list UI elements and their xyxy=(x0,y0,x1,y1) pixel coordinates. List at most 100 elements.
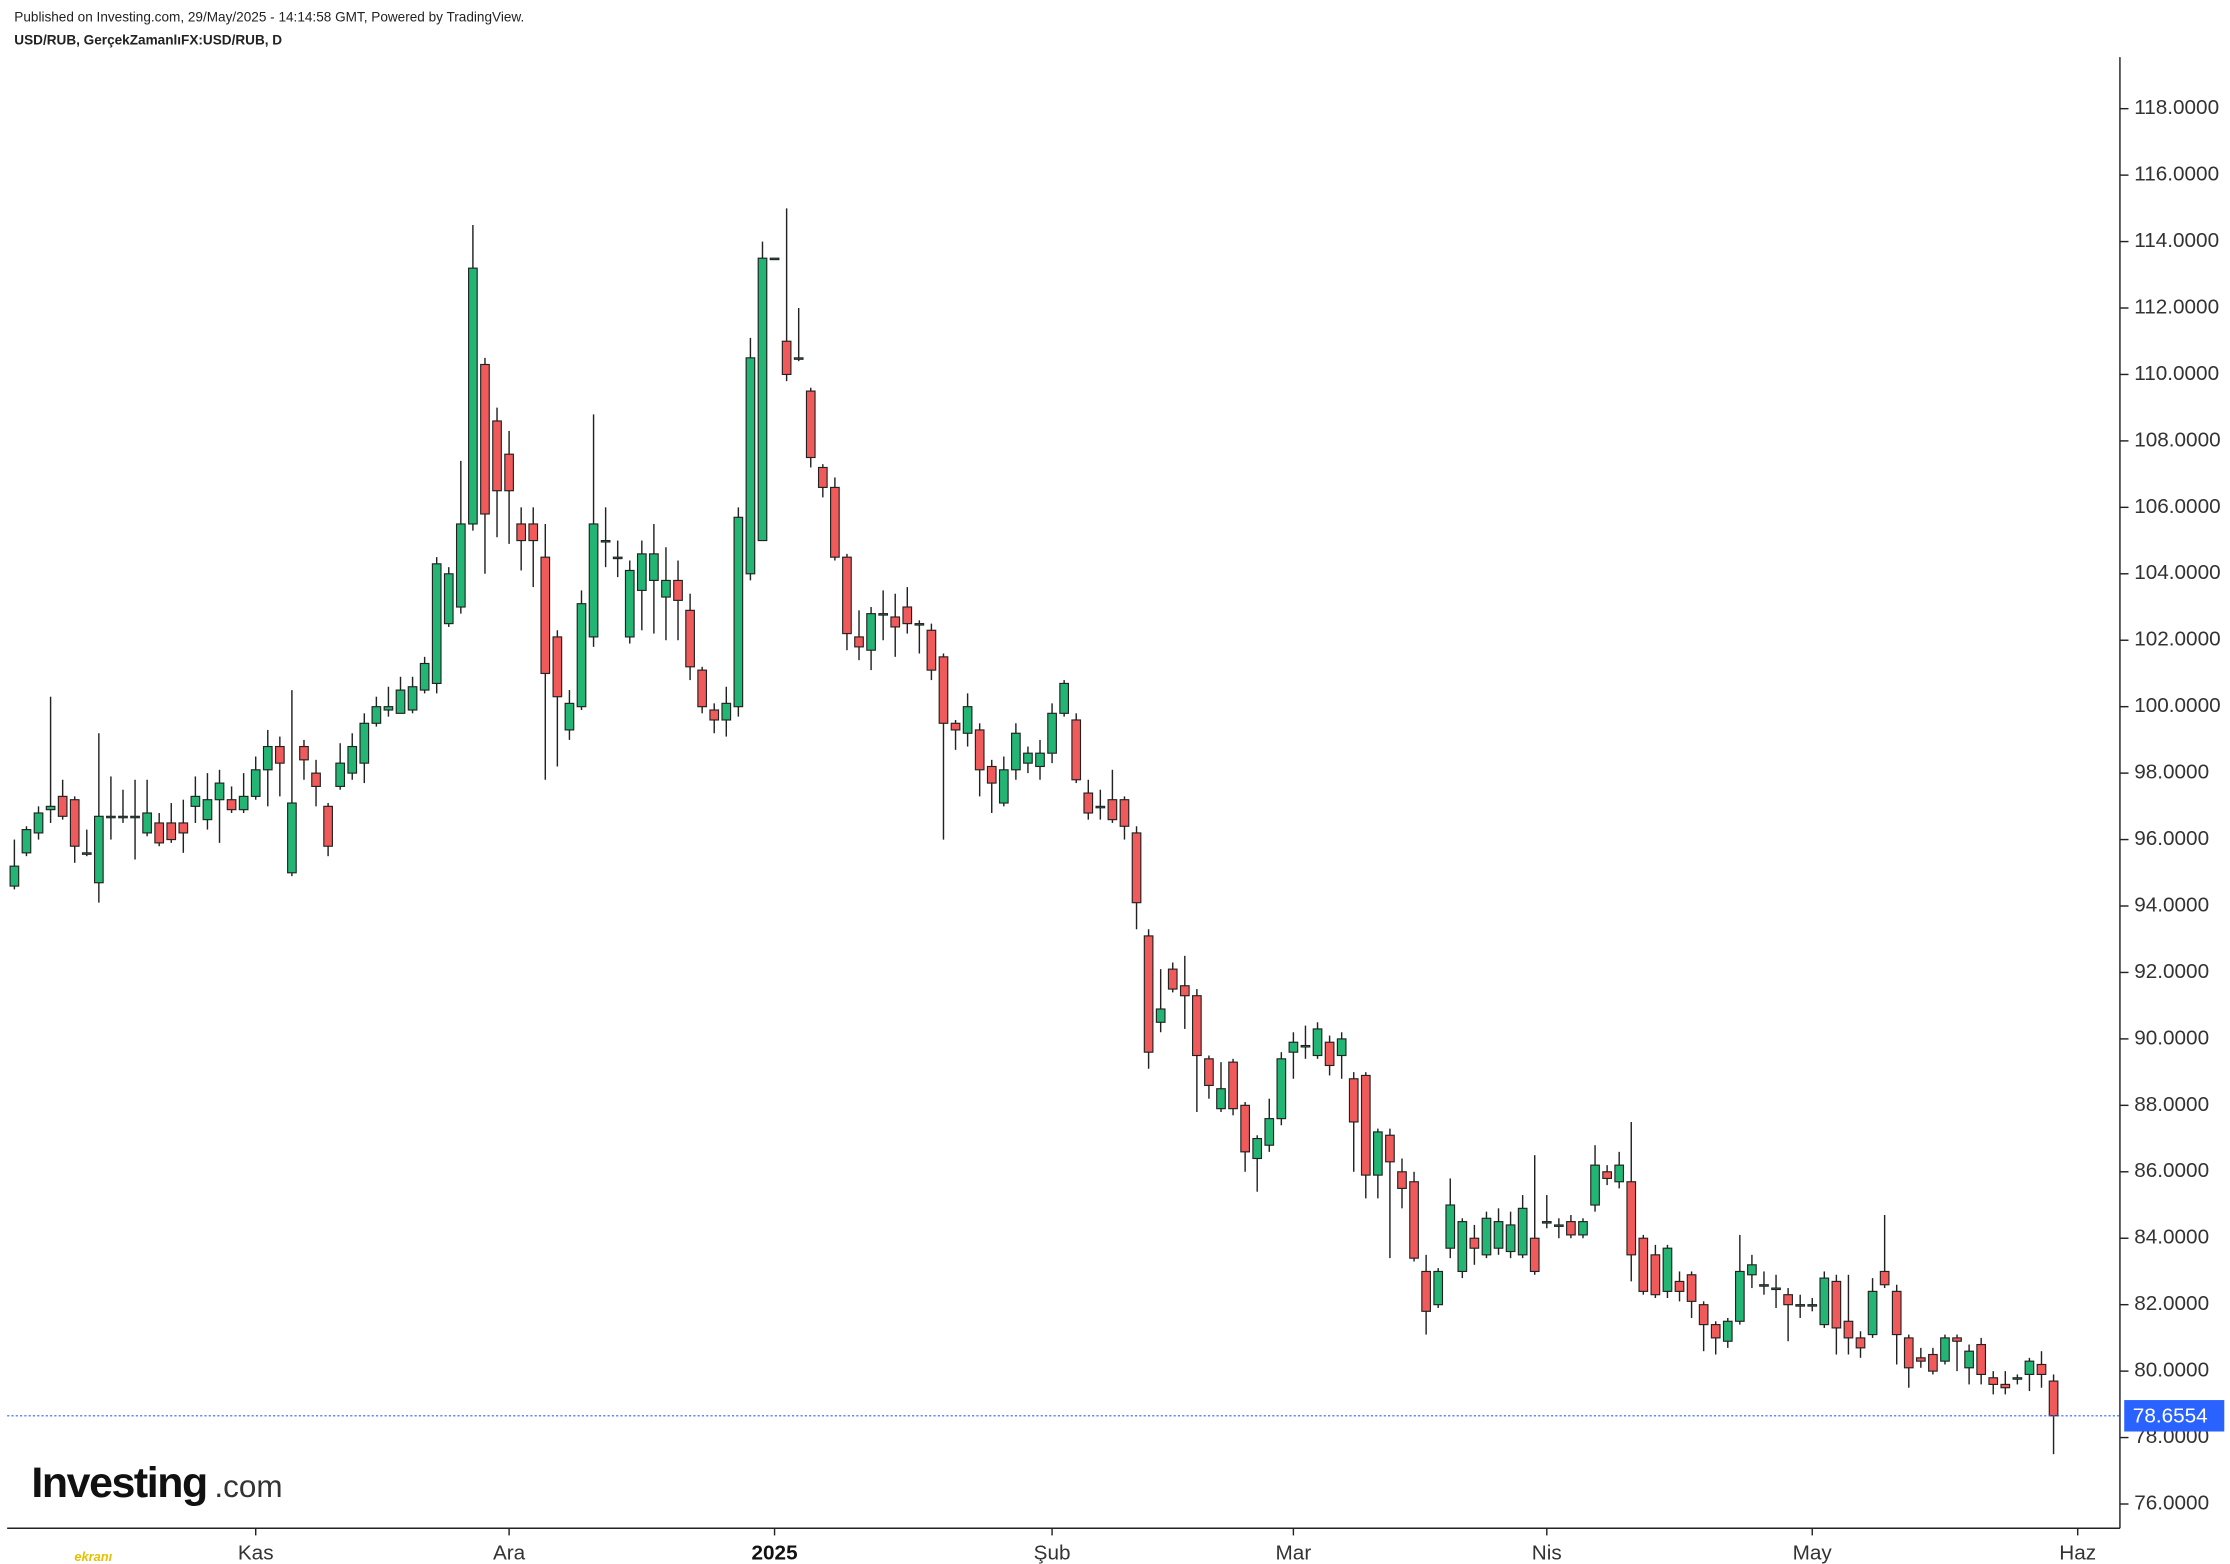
candle-body xyxy=(890,616,901,628)
candle-body xyxy=(480,363,490,515)
x-tick-label: May xyxy=(1793,1542,1833,1564)
x-tick-label: Haz xyxy=(2059,1542,2096,1564)
candle-body xyxy=(830,486,840,558)
candle-body xyxy=(1964,1350,1974,1369)
x-tick-label: Mar xyxy=(1276,1542,1312,1564)
candle-body xyxy=(721,702,732,721)
candle-body xyxy=(1385,1134,1395,1163)
candle-body xyxy=(1710,1324,1721,1339)
candle-body xyxy=(974,729,985,771)
candle-body xyxy=(516,523,527,542)
candle-body xyxy=(226,799,237,811)
candle-body xyxy=(1240,1104,1250,1153)
chart-title: USD/RUB, GerçekZamanlıFX:USD/RUB, D xyxy=(14,32,282,47)
candle-body xyxy=(1192,995,1202,1057)
candle-body xyxy=(697,669,708,708)
candle-body xyxy=(323,805,333,847)
candle-body xyxy=(950,722,961,731)
candle-body xyxy=(359,722,370,764)
candle-body xyxy=(93,815,104,884)
y-tick-label: 76.0000 xyxy=(2134,1491,2209,1514)
candle-body xyxy=(1795,1304,1806,1307)
candle-body xyxy=(878,613,889,616)
candle-body xyxy=(1578,1221,1588,1236)
candle-body xyxy=(938,656,949,724)
candle-body xyxy=(1915,1357,1926,1362)
candle-body xyxy=(962,706,973,734)
candle-body xyxy=(1928,1353,1938,1372)
candle-body xyxy=(1059,682,1070,714)
candle-body xyxy=(1493,1221,1504,1249)
candle-body xyxy=(1155,1008,1166,1023)
x-tick-label: Şub xyxy=(1034,1542,1071,1564)
candle-body xyxy=(1445,1204,1456,1249)
candle-body xyxy=(1095,805,1106,809)
candle-body xyxy=(1541,1221,1552,1224)
candle-body xyxy=(1409,1181,1419,1259)
y-tick-label: 96.0000 xyxy=(2134,827,2209,850)
candle-body xyxy=(636,553,647,591)
candle-body xyxy=(1264,1118,1275,1146)
candle-body xyxy=(1747,1264,1757,1276)
candle-body xyxy=(238,795,249,811)
candle-body xyxy=(1614,1164,1625,1183)
candle-body xyxy=(1734,1270,1745,1322)
candle-body xyxy=(1167,968,1178,990)
candle-body xyxy=(1590,1164,1600,1206)
candle-body xyxy=(431,563,442,684)
candle-body xyxy=(817,466,828,488)
candle-body xyxy=(1771,1287,1781,1291)
y-tick-label: 90.0000 xyxy=(2134,1026,2209,1049)
candle-body xyxy=(1988,1377,1999,1385)
candle-body xyxy=(600,539,611,543)
y-tick-label: 82.0000 xyxy=(2134,1292,2209,1315)
x-tick-label: 2025 xyxy=(752,1542,798,1564)
y-tick-label: 98.0000 xyxy=(2134,761,2209,784)
candle-body xyxy=(1421,1270,1431,1312)
candle-body xyxy=(1831,1280,1842,1329)
candle-body xyxy=(1360,1074,1371,1176)
candle-body xyxy=(2036,1363,2047,1376)
y-tick-label: 110.0000 xyxy=(2134,362,2219,385)
candle-body xyxy=(612,556,623,560)
candle-body xyxy=(443,573,454,625)
candle-body xyxy=(745,357,756,575)
candle-body xyxy=(274,745,285,764)
candle-body xyxy=(142,812,152,834)
y-tick-label: 108.0000 xyxy=(2134,428,2220,451)
candle-body xyxy=(455,523,466,608)
last-price-label: 78.6554 xyxy=(2133,1405,2208,1428)
candle-body xyxy=(1662,1247,1673,1292)
candle-body xyxy=(2012,1377,2023,1380)
candle-body xyxy=(1553,1224,1564,1227)
candle-body xyxy=(926,629,937,671)
candle-body xyxy=(1650,1254,1661,1296)
candle-body xyxy=(649,553,659,582)
y-tick-label: 104.0000 xyxy=(2134,561,2220,584)
y-tick-label: 94.0000 xyxy=(2134,893,2209,916)
candle-body xyxy=(1674,1280,1685,1292)
candle-body xyxy=(1686,1274,1697,1302)
y-tick-label: 84.0000 xyxy=(2134,1226,2209,1249)
candle-body xyxy=(57,795,68,817)
y-tick-label: 102.0000 xyxy=(2134,628,2220,651)
y-tick-label: 114.0000 xyxy=(2134,229,2219,252)
candle-body xyxy=(1855,1337,1866,1349)
candle-body xyxy=(1083,792,1094,814)
candle-body xyxy=(1976,1343,1987,1376)
candle-body xyxy=(1143,935,1154,1053)
candle-body xyxy=(1602,1171,1612,1180)
candle-body xyxy=(2024,1360,2035,1376)
y-tick-label: 92.0000 xyxy=(2134,960,2209,983)
candle-body xyxy=(1807,1304,1818,1307)
candle-body xyxy=(866,613,876,651)
candle-body xyxy=(1783,1294,1793,1306)
candle-body xyxy=(1336,1038,1347,1057)
candle-body xyxy=(335,762,346,787)
candle-body xyxy=(769,257,780,261)
y-tick-label: 112.0000 xyxy=(2134,295,2219,318)
candle-body xyxy=(166,822,177,841)
candle-body xyxy=(395,689,406,714)
candle-body xyxy=(21,829,32,854)
